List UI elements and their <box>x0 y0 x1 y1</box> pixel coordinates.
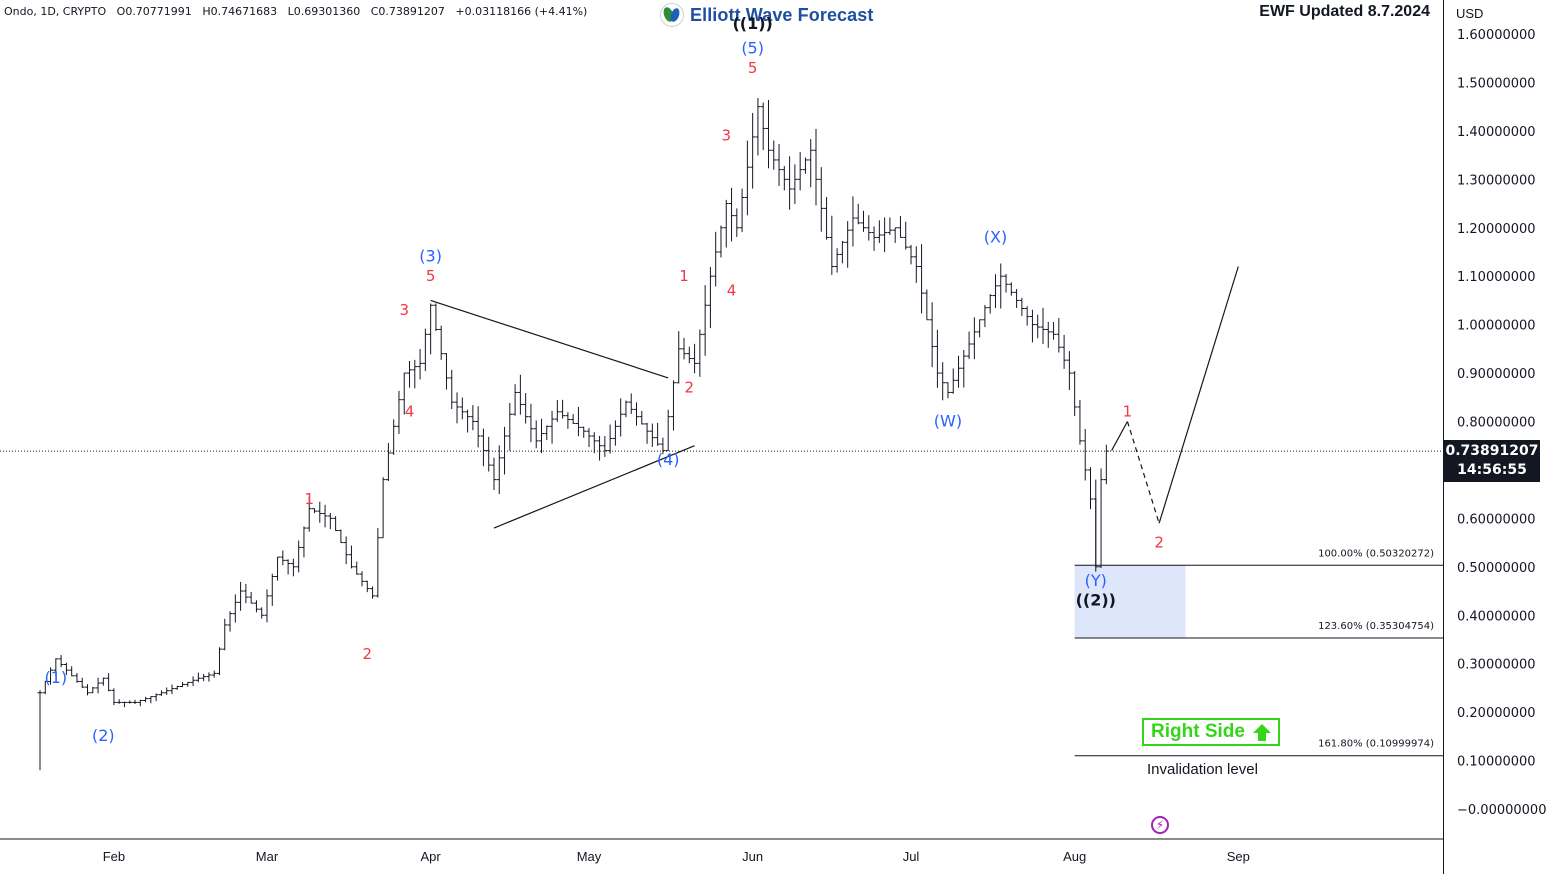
projection-wave-3 <box>1158 266 1239 524</box>
wave-label: 2 <box>363 645 373 663</box>
fib-level-label: 123.60% (0.35304754) <box>1318 621 1434 632</box>
bar-countdown: 14:56:55 <box>1457 462 1527 478</box>
right-side-label: Right Side <box>1151 721 1245 742</box>
triangle-lower-line <box>493 445 695 529</box>
wave-label: (5) <box>741 38 764 57</box>
y-tick-label: 1.00000000 <box>1457 319 1536 334</box>
high-value: H0.74671683 <box>202 5 278 18</box>
current-price-tag: 0.73891207 14:56:55 <box>1444 440 1540 482</box>
y-tick-label: 1.30000000 <box>1457 173 1536 188</box>
y-tick-label: 1.60000000 <box>1457 28 1536 43</box>
open-value: O0.70771991 <box>116 5 192 18</box>
brand-name: Elliott Wave Forecast <box>690 4 874 25</box>
currency-label: USD <box>1456 6 1484 21</box>
brand-logo-icon <box>660 3 684 27</box>
wave-label: 4 <box>727 282 737 300</box>
wave-label: 2 <box>685 378 695 396</box>
x-tick-label: Sep <box>1227 849 1250 864</box>
wave-label: ((2)) <box>1076 591 1116 610</box>
right-side-badge: Right Side <box>1142 718 1280 746</box>
wave-label: 3 <box>721 127 731 145</box>
y-tick-label: 0.80000000 <box>1457 416 1536 431</box>
triangle-upper-line <box>430 299 669 379</box>
y-tick-label: 1.40000000 <box>1457 125 1536 140</box>
wave-label: (X) <box>984 227 1007 246</box>
y-tick-label: 0.10000000 <box>1457 755 1536 770</box>
up-arrow-icon <box>1252 723 1271 741</box>
invalidation-level-label: Invalidation level <box>1147 761 1258 778</box>
y-tick-label: 1.10000000 <box>1457 270 1536 285</box>
projection-wave-2 <box>1126 421 1160 524</box>
y-tick-label: 0.60000000 <box>1457 512 1536 527</box>
wave-label: (2) <box>92 726 115 745</box>
y-tick-label: 1.50000000 <box>1457 76 1536 91</box>
low-value: L0.69301360 <box>287 5 361 18</box>
wave-label: (1) <box>45 668 68 687</box>
y-tick-label: 0.30000000 <box>1457 658 1536 673</box>
wave-label: 3 <box>399 301 409 319</box>
y-tick-label: 1.20000000 <box>1457 222 1536 237</box>
wave-label: (3) <box>419 247 442 266</box>
x-tick-label: Apr <box>421 849 442 864</box>
close-value: C0.73891207 <box>370 5 445 18</box>
wave-label: 1 <box>304 490 314 508</box>
wave-label: 1 <box>1123 403 1133 421</box>
target-zone <box>1074 565 1186 638</box>
x-tick-label: Feb <box>103 849 125 864</box>
x-tick-label: May <box>577 849 602 864</box>
price-axis-divider <box>1443 0 1444 874</box>
currency-selector[interactable]: USD <box>1444 0 1554 30</box>
lightning-icon[interactable]: ⚡ <box>1151 816 1169 834</box>
y-tick-label: 0.50000000 <box>1457 561 1536 576</box>
x-tick-label: Mar <box>256 849 279 864</box>
current-price: 0.73891207 <box>1445 443 1539 459</box>
projection-wave-1 <box>1111 421 1128 451</box>
wave-label: 2 <box>1154 533 1164 551</box>
symbol-info: Ondo, 1D, CRYPTO O0.70771991 H0.74671683… <box>4 5 594 18</box>
wave-label: 5 <box>748 59 758 77</box>
change-value: +0.03118166 (+4.41%) <box>455 5 588 18</box>
y-tick-label: 0.20000000 <box>1457 706 1536 721</box>
wave-label: 4 <box>405 403 415 421</box>
wave-label: (Y) <box>1085 571 1107 590</box>
wave-label: (4) <box>657 450 680 469</box>
wave-label: (W) <box>934 411 962 430</box>
x-tick-label: Jul <box>903 849 920 864</box>
y-tick-label: 0.90000000 <box>1457 367 1536 382</box>
y-tick-label: 0.40000000 <box>1457 609 1536 624</box>
symbol-name[interactable]: Ondo, 1D, CRYPTO <box>4 5 107 18</box>
wave-label: 1 <box>679 267 689 285</box>
x-tick-label: Aug <box>1063 849 1086 864</box>
x-tick-label: Jun <box>742 849 763 864</box>
fib-level-label: 100.00% (0.50320272) <box>1318 548 1434 559</box>
fib-level-label: 161.80% (0.10999974) <box>1318 739 1434 750</box>
wave-label: ((1)) <box>732 14 772 33</box>
y-tick-label: −0.00000000 <box>1457 803 1546 818</box>
brand-header: Elliott Wave Forecast <box>660 1 873 29</box>
updated-label: EWF Updated 8.7.2024 <box>1259 3 1430 20</box>
wave-label: 5 <box>426 267 436 285</box>
